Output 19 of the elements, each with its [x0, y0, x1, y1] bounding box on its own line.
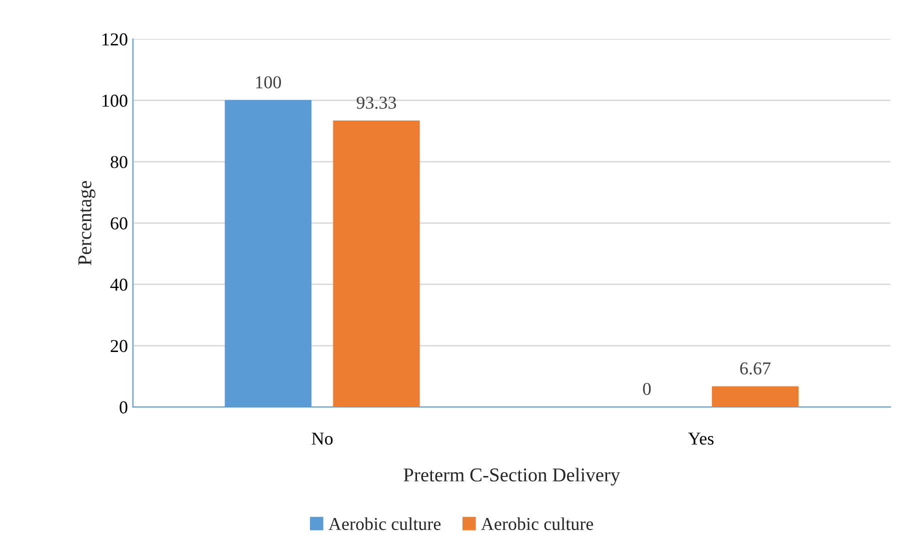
- y-tick-label: 100: [102, 94, 128, 107]
- data-label: 0: [643, 382, 651, 395]
- x-tick-label: No: [312, 432, 333, 445]
- data-label: 6.67: [740, 362, 770, 375]
- bar: [712, 386, 799, 407]
- legend-label: Aerobic culture: [328, 517, 441, 530]
- bar: [333, 120, 420, 407]
- data-label: 93.33: [356, 96, 396, 109]
- y-tick-label: 80: [110, 156, 128, 168]
- y-tick-label: 40: [110, 278, 128, 291]
- y-tick-label: 120: [102, 33, 128, 46]
- y-tick-label: 0: [120, 401, 128, 414]
- y-tick-label: 20: [110, 340, 128, 352]
- data-label: 100: [256, 76, 281, 88]
- y-tick-label: 60: [110, 217, 128, 230]
- y-axis-title: Percentage: [78, 181, 96, 266]
- legend-label: Aerobic culture: [481, 517, 594, 530]
- x-axis-title: Preterm C-Section Delivery: [404, 468, 620, 486]
- x-tick-label: Yes: [688, 432, 714, 445]
